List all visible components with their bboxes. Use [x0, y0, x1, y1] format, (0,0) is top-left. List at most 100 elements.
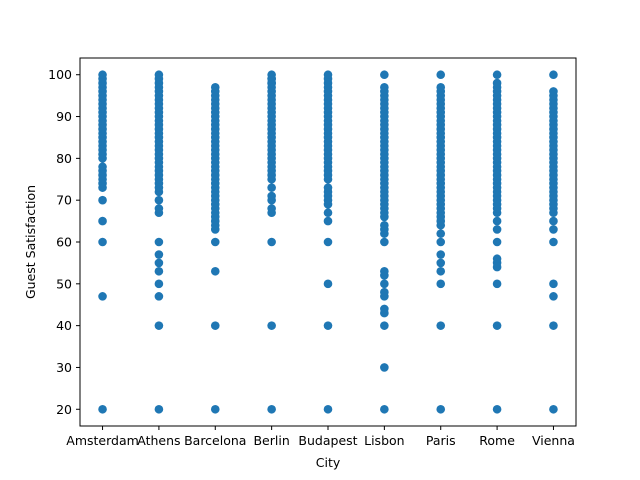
x-tick-label: Amsterdam — [66, 433, 139, 448]
data-point — [154, 204, 164, 213]
data-point — [549, 216, 558, 226]
data-point — [436, 250, 446, 259]
data-point — [436, 258, 446, 268]
data-point — [492, 216, 502, 226]
data-point — [436, 229, 446, 238]
data-point — [154, 250, 164, 259]
x-tick-label: Barcelona — [184, 433, 246, 448]
data-point — [436, 279, 446, 289]
data-point — [98, 404, 107, 414]
data-point — [380, 237, 389, 247]
data-point — [549, 279, 558, 289]
data-point — [210, 404, 220, 414]
data-point — [154, 292, 164, 301]
y-tick-label: 20 — [56, 402, 72, 417]
data-point — [436, 237, 446, 247]
y-tick-label: 60 — [56, 235, 72, 250]
data-point — [380, 82, 389, 92]
data-point — [549, 321, 558, 330]
data-point — [210, 266, 220, 276]
data-point — [492, 70, 502, 80]
y-tick-label: 30 — [56, 360, 72, 375]
x-axis-label: City — [316, 455, 341, 470]
data-point — [267, 404, 276, 414]
data-point — [323, 321, 333, 330]
data-point — [436, 82, 446, 92]
data-point — [323, 404, 333, 414]
data-point — [98, 195, 107, 205]
y-tick-label: 70 — [56, 193, 72, 208]
x-tick-label: Vienna — [532, 433, 575, 448]
data-point — [380, 363, 389, 372]
data-point — [210, 82, 220, 92]
y-tick-label: 40 — [56, 318, 72, 333]
data-point — [549, 87, 558, 96]
data-point — [380, 266, 389, 276]
data-point — [210, 237, 220, 247]
data-point — [492, 404, 502, 414]
data-point — [492, 254, 502, 264]
data-point — [323, 183, 333, 192]
data-point — [154, 279, 164, 289]
data-point — [267, 321, 276, 330]
data-point — [154, 266, 164, 276]
x-tick-label: Lisbon — [364, 433, 404, 448]
data-point — [380, 220, 389, 230]
data-point — [154, 321, 164, 330]
x-tick-label: Berlin — [253, 433, 289, 448]
x-tick-label: Rome — [479, 433, 515, 448]
data-point — [492, 78, 502, 88]
data-point — [549, 404, 558, 414]
x-tick-label: Paris — [426, 433, 456, 448]
data-point — [267, 183, 276, 192]
data-point — [549, 70, 558, 80]
data-point — [436, 70, 446, 80]
data-point — [267, 74, 276, 84]
data-point — [549, 225, 558, 234]
data-point — [154, 195, 164, 205]
y-axis-label: Guest Satisfaction — [23, 185, 38, 299]
data-point — [436, 266, 446, 276]
y-tick-label: 50 — [56, 276, 72, 291]
x-tick-label: Budapest — [298, 433, 357, 448]
data-points — [98, 70, 558, 414]
y-tick-label: 100 — [48, 67, 72, 82]
data-point — [98, 162, 107, 172]
data-point — [323, 279, 333, 289]
data-point — [492, 237, 502, 247]
y-tick-label: 90 — [56, 109, 72, 124]
data-point — [98, 70, 107, 80]
data-point — [323, 237, 333, 247]
data-point — [323, 70, 333, 80]
data-point — [436, 404, 446, 414]
data-point — [267, 237, 276, 247]
data-point — [210, 321, 220, 330]
data-point — [492, 279, 502, 289]
data-point — [267, 191, 276, 201]
data-point — [154, 70, 164, 80]
data-point — [549, 237, 558, 247]
y-tick-label: 80 — [56, 151, 72, 166]
data-point — [492, 225, 502, 234]
data-point — [267, 204, 276, 213]
data-point — [154, 237, 164, 247]
x-tick-label: Athens — [137, 433, 180, 448]
data-point — [154, 404, 164, 414]
data-point — [323, 208, 333, 218]
data-point — [380, 404, 389, 414]
data-point — [98, 237, 107, 247]
data-point — [154, 258, 164, 268]
data-point — [380, 304, 389, 314]
data-point — [380, 321, 389, 330]
data-point — [492, 321, 502, 330]
y-axis-ticks: 20 30 40 50 60 70 80 90 100 — [48, 67, 80, 417]
data-point — [380, 279, 389, 289]
data-point — [380, 287, 389, 297]
data-point — [436, 321, 446, 330]
data-point — [98, 292, 107, 301]
data-point — [549, 292, 558, 301]
data-point — [380, 70, 389, 80]
